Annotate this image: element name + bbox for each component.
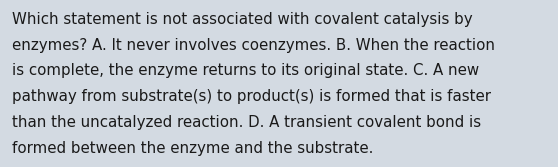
- Text: than the uncatalyzed reaction. D. A transient covalent bond is: than the uncatalyzed reaction. D. A tran…: [12, 115, 482, 130]
- Text: is complete, the enzyme returns to its original state. C. A new: is complete, the enzyme returns to its o…: [12, 63, 479, 78]
- Text: Which statement is not associated with covalent catalysis by: Which statement is not associated with c…: [12, 12, 473, 27]
- Text: formed between the enzyme and the substrate.: formed between the enzyme and the substr…: [12, 141, 374, 156]
- Text: enzymes? A. It never involves coenzymes. B. When the reaction: enzymes? A. It never involves coenzymes.…: [12, 38, 496, 53]
- Text: pathway from substrate(s) to product(s) is formed that is faster: pathway from substrate(s) to product(s) …: [12, 89, 491, 104]
